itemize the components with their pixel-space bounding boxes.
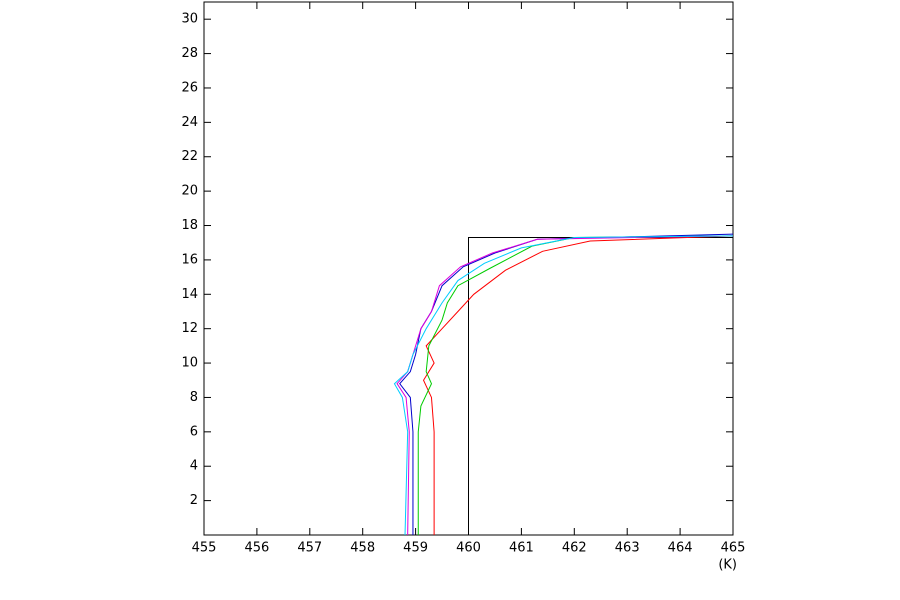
x-tick-label: 463 bbox=[615, 541, 640, 556]
y-tick-label: 16 bbox=[181, 252, 198, 267]
profile-line bbox=[393, 235, 734, 536]
x-tick-label: 457 bbox=[297, 541, 322, 556]
x-tick-label: 459 bbox=[403, 541, 428, 556]
x-axis-label: (K) bbox=[718, 558, 737, 573]
y-tick-label: 10 bbox=[181, 356, 198, 371]
x-tick-label: 456 bbox=[244, 541, 269, 556]
y-tick-label: 28 bbox=[181, 46, 198, 61]
profile-line bbox=[396, 235, 734, 536]
x-tick-label: 462 bbox=[562, 541, 587, 556]
y-tick-label: 6 bbox=[190, 424, 198, 439]
x-tick-label: 460 bbox=[456, 541, 481, 556]
x-tick-label: 455 bbox=[192, 541, 217, 556]
x-tick-label: 464 bbox=[668, 541, 693, 556]
y-tick-label: 26 bbox=[181, 80, 198, 95]
profile-line bbox=[468, 237, 733, 535]
y-tick-label: 24 bbox=[181, 115, 198, 130]
profile-line bbox=[399, 233, 734, 535]
y-tick-label: 12 bbox=[181, 321, 198, 336]
y-tick-label: 2 bbox=[190, 493, 198, 508]
profile-line bbox=[417, 235, 734, 535]
x-tick-label: 458 bbox=[350, 541, 375, 556]
y-tick-label: 8 bbox=[190, 390, 198, 405]
y-tick-label: 30 bbox=[181, 12, 198, 27]
y-tick-label: 18 bbox=[181, 218, 198, 233]
y-tick-label: 4 bbox=[190, 459, 198, 474]
x-tick-label: 465 bbox=[721, 541, 746, 556]
y-tick-label: 22 bbox=[181, 149, 198, 164]
profile-line bbox=[422, 235, 734, 535]
y-tick-label: 14 bbox=[181, 287, 198, 302]
y-tick-label: 20 bbox=[181, 184, 198, 199]
x-tick-label: 461 bbox=[509, 541, 534, 556]
